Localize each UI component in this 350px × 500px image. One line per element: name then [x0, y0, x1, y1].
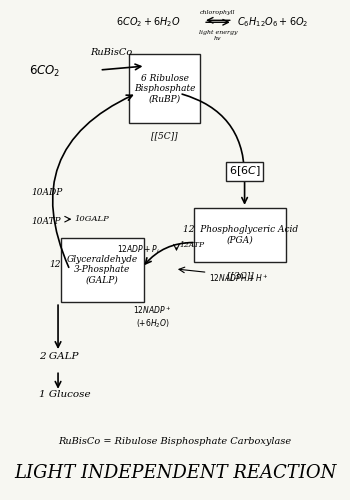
- Text: 1 Glucose: 1 Glucose: [39, 390, 90, 398]
- Text: light energy
hv: light energy hv: [199, 30, 237, 40]
- Text: 10ADP: 10ADP: [32, 188, 63, 198]
- Text: $6CO_2$: $6CO_2$: [29, 64, 61, 78]
- Text: [[5C]]: [[5C]]: [151, 132, 178, 140]
- Text: $C_6H_{12}O_6 + 6O_2$: $C_6H_{12}O_6 + 6O_2$: [237, 16, 308, 29]
- Text: chlorophyll: chlorophyll: [200, 10, 236, 16]
- Text: $12ADP+P_i$: $12ADP+P_i$: [117, 244, 159, 256]
- Text: [[3C]]: [[3C]]: [227, 271, 253, 280]
- Text: 10ATP: 10ATP: [32, 216, 61, 226]
- Text: RuBisCo = Ribulose Bisphosphate Carboxylase: RuBisCo = Ribulose Bisphosphate Carboxyl…: [58, 437, 292, 446]
- Text: 12  Phosphoglyceric Acid
(PGA): 12 Phosphoglyceric Acid (PGA): [183, 226, 298, 245]
- FancyBboxPatch shape: [194, 208, 286, 262]
- Text: 12ATP: 12ATP: [180, 241, 204, 249]
- Text: Glyceraldehyde
3-Phosphate
(GALP): Glyceraldehyde 3-Phosphate (GALP): [67, 255, 138, 285]
- Text: $6[6C]$: $6[6C]$: [229, 164, 260, 178]
- Text: 2 GALP: 2 GALP: [39, 352, 78, 362]
- Text: LIGHT INDEPENDENT REACTION: LIGHT INDEPENDENT REACTION: [14, 464, 336, 482]
- Text: $(+6H_2O)$: $(+6H_2O)$: [136, 318, 170, 330]
- FancyBboxPatch shape: [61, 238, 144, 302]
- Text: 12: 12: [49, 260, 61, 270]
- Text: 6 Ribulose
Bisphosphate
(RuBP): 6 Ribulose Bisphosphate (RuBP): [134, 74, 195, 104]
- Text: 10GALP: 10GALP: [75, 215, 110, 223]
- Text: $6CO_2 + 6H_2O$: $6CO_2 + 6H_2O$: [116, 16, 181, 29]
- Text: $12NADPH+H^+$: $12NADPH+H^+$: [209, 272, 269, 284]
- FancyBboxPatch shape: [129, 54, 200, 123]
- Text: RuBisCo: RuBisCo: [90, 48, 132, 56]
- Text: $12NADP^+$: $12NADP^+$: [133, 304, 172, 316]
